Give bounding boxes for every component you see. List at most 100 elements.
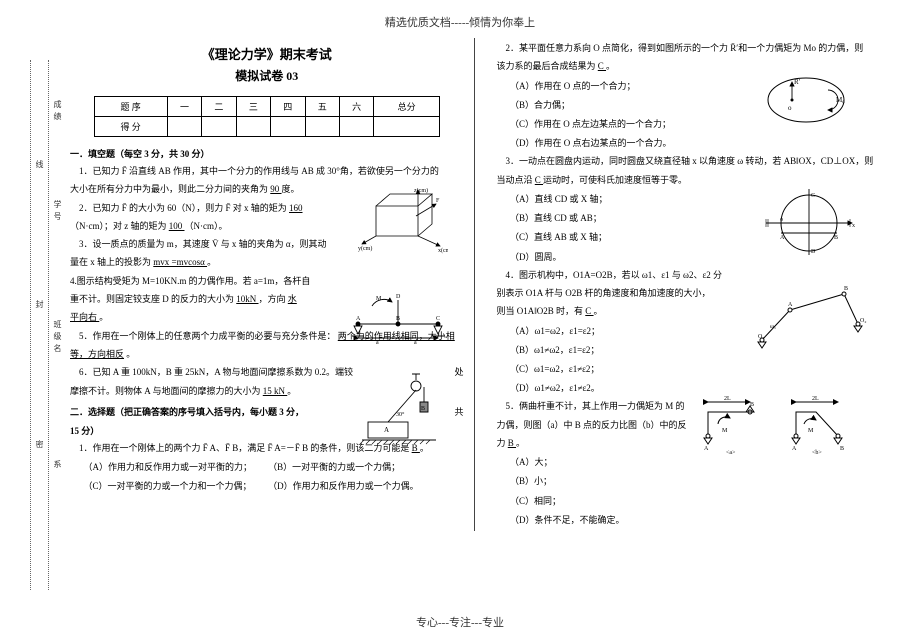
th: 五 [305,97,339,117]
q3-suffix: 。 [207,257,216,267]
choice: （C）ω1=ω2，ε1≠ε2； [510,361,890,377]
rq2-line1: 2．某平面任意力系向 O 点简化，得到如图所示的一个力 R̄′和一个力偶矩为 M… [497,41,891,56]
q2-text: 2．已知力 F̄ 的大小为 60（N），则力 F̄ 对 x 轴的矩为 [79,203,287,213]
figure-linkage: O₁ A B O₂ ω₁ [750,276,870,352]
page-header: 精选优质文档-----倾情为你奉上 [0,0,920,30]
th: 题 序 [94,97,167,117]
side-label-3: 班级名 [52,320,63,356]
q1-answer: 90 [270,184,281,194]
svg-text:F: F [436,198,440,204]
row-label: 得 分 [94,117,167,137]
seal-label-1: 线 [34,160,45,174]
rq3-line1: 3．一动点在圆盘内运动，同时圆盘又绕直径轴 x 以角速度 ω 转动，若 AB‖O… [497,154,891,169]
q6-text: 6．已知 A 重 100kN，B 重 25kN，A 物与地面间摩擦系数为 0.2… [79,367,353,377]
th: 总分 [374,97,440,117]
footer-text: 专心---专注---专业 [416,617,504,629]
section1-head: 一．填空题（每空 3 分，共 30 分） [70,147,464,160]
q4-answer2: 水 [288,294,297,304]
figure-3d-box: x(cm) z(cm) y(cm) F [358,188,448,258]
th: 二 [202,97,236,117]
svg-text:2L: 2L [812,396,819,402]
svg-text:<a>: <a> [726,450,736,456]
choice: （D）作用在 O 点右边某点的一个合力。 [510,135,890,151]
th: 三 [236,97,270,117]
q2-text2: （N·cm）；对 z 轴的矩为 [70,221,167,231]
choice-a: （A）作用力和反作用力或一对平衡的力； [84,459,266,475]
figure-circle: x o A B C D [762,183,856,263]
binding-margin: 成绩 学号 班级名 系 线 封 密 [10,60,62,590]
sec2-head-a: 二．选择题（把正确答案的序号填入括号内，每小题 3 分， [70,407,304,417]
svg-text:A: A [356,316,361,322]
th: 六 [339,97,373,117]
q5-answer2: 等，方向相反 [70,349,124,359]
q5-suffix: 。 [126,349,135,359]
svg-text:A: A [788,302,793,308]
svg-text:B: B [840,446,844,452]
svg-text:O₁: O₁ [758,334,764,340]
q6-right: 处 [445,365,463,380]
rq3-text: 当动点沿 [497,175,533,185]
choice: （C）相同； [510,493,890,509]
svg-text:C: C [436,316,440,322]
svg-text:o: o [788,104,792,112]
choice: （D）条件不足，不能确定。 [510,512,890,528]
q5-text: 5．作用在一个刚体上的任意两个力成平衡的必要与充分条件是： [79,331,336,341]
svg-text:A: A [704,446,709,452]
svg-text:B: B [834,235,838,241]
dotline [48,60,49,590]
q2-suffix: （N·cm）。 [185,221,228,231]
rq2-text: 该力系的最后合成结果为 [497,61,596,71]
q4-text2: ，方向 [259,294,286,304]
svg-text:B: B [421,406,425,412]
svg-text:A: A [780,235,785,241]
exam-title: 《理论力学》期末考试 [70,44,464,63]
svg-text:x: x [852,223,855,229]
q4-line1: 4.图示结构受矩为 M=10KN.m 的力偶作用。若 a=1m，各杆自 [70,274,464,289]
side-label-4: 系 [52,460,63,472]
svg-text:C: C [811,193,815,199]
score-table: 题 序 一 二 三 四 五 六 总分 得 分 [94,96,440,137]
q5-line2: 等，方向相反 。 [70,347,464,362]
svg-text:M: M [808,428,814,434]
choice-row: （C）一对平衡的力或一个力和一个力偶； （D）作用力和反作用力或一个力偶。 [84,478,464,494]
rq2-answer: C [598,61,606,71]
svg-text:z(cm): z(cm) [414,188,428,194]
right-column: 2．某平面任意力系向 O 点简化，得到如图所示的一个力 R̄′和一个力偶矩为 M… [493,38,891,531]
svg-text:B: B [396,316,400,322]
table-row: 题 序 一 二 三 四 五 六 总分 [94,97,439,117]
page-footer: 专心---专注---专业 [0,614,920,630]
side-label-2: 学号 [52,200,63,224]
q3-answer: mvx =mvcosα [153,257,207,267]
svg-text:O₂: O₂ [860,318,866,324]
svg-text:ω₁: ω₁ [770,324,776,330]
svg-text:B: B [750,402,754,408]
svg-text:M₀: M₀ [836,96,845,104]
q2-answer1: 160 [289,203,303,213]
rq5-suffix: 。 [516,438,525,448]
left-column: 《理论力学》期末考试 模拟试卷 03 题 序 一 二 三 四 五 六 总分 得 … [70,38,475,531]
rq5-text: 力 [497,438,506,448]
q6-answer: 15 kN [263,386,288,396]
svg-text:A: A [384,426,389,434]
th: 一 [167,97,201,117]
svg-text:<b>: <b> [812,450,822,456]
svg-text:o: o [780,217,783,223]
figure-ellipse: o R' M₀ [762,72,856,128]
svg-text:D: D [811,249,816,255]
q4-suffix: 。 [99,312,108,322]
svg-text:R': R' [794,78,800,86]
rq3-answer: C [535,175,543,185]
choice-c: （C）一对平衡的力或一个力和一个力偶； [84,478,266,494]
svg-text:a: a [414,340,417,346]
rq5-answer: B [508,438,516,448]
svg-text:2L: 2L [724,396,731,402]
side-label-1: 成绩 [52,100,63,124]
choice-row: （A）作用力和反作用力或一对平衡的力； （B）一对平衡的力或一个力偶； [84,459,464,475]
th: 四 [271,97,305,117]
svg-text:30°: 30° [396,411,405,418]
table-row: 得 分 [94,117,439,137]
rq4-text: 则当 O1A‖O2B 时，有 [497,306,584,316]
choice-b: （B）一对平衡的力或一个力偶； [268,462,400,472]
figure-truss: A B C D M a a [348,290,448,346]
svg-text:y(cm): y(cm) [358,245,372,252]
